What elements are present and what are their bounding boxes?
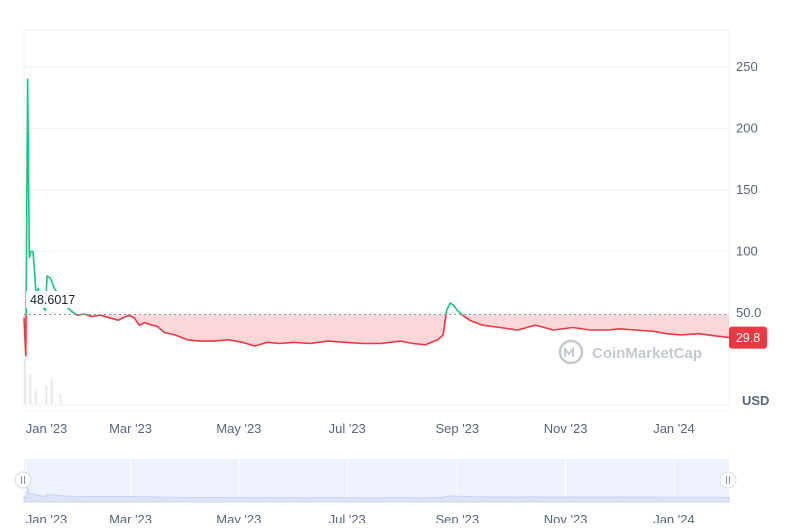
navigator-x-tick-label: Jul '23 [329,512,366,523]
watermark-text: CoinMarketCap [592,345,702,362]
y-tick-label: 250 [736,59,758,74]
price-line-above-baseline [25,78,464,315]
navigator-right-handle[interactable] [719,471,737,489]
x-tick-label: Mar '23 [109,421,152,436]
navigator-x-tick-label: Jan '23 [26,512,68,523]
gridlines [24,66,729,412]
x-tick-label: Jan '24 [653,421,695,436]
x-tick-label: Jul '23 [329,421,366,436]
navigator-x-labels: Jan '23 Mar '23 May '23 Jul '23 Sep '23 Nov '… [26,512,695,527]
y-tick-label: 200 [736,120,758,135]
current-price-badge: 29.8 [729,326,767,349]
navigator-gridlines [25,459,675,502]
coinmarketcap-logo-mark [564,346,574,357]
x-tick-label: Jan '23 [26,421,68,436]
volume-bar [59,394,62,404]
range-navigator[interactable]: Jan '23 Mar '23 May '23 Jul '23 Sep '23 Nov '… [14,459,737,527]
baseline-value: 48.6017 [30,293,75,307]
y-tick-label: 100 [736,243,758,258]
navigator-x-tick-label: May '23 [216,512,261,523]
price-line[interactable] [23,78,730,357]
x-tick-label: Nov '23 [544,421,588,436]
volume-bars [24,359,62,404]
below-baseline-area [24,314,729,356]
y-tick-label: 50.0 [736,305,761,320]
volume-bar [29,374,32,404]
below-baseline-fill [24,314,729,356]
volume-bar [34,389,37,404]
coinmarketcap-logo-icon [558,339,584,365]
navigator-x-tick-label: Nov '23 [544,512,588,523]
navigator-x-tick-label: Sep '23 [435,512,479,523]
y-axis-labels: 50.0 100 150 200 250 [736,59,761,320]
volume-bar [24,359,26,404]
price-line-below-baseline [23,314,730,357]
x-tick-label: May '23 [216,421,261,436]
watermark: CoinMarketCap [558,339,702,365]
navigator-left-handle[interactable] [14,471,32,489]
volume-bar [45,386,48,404]
volume-bar [50,379,53,404]
currency-label: USD [742,393,769,408]
navigator-x-tick-label: Jan '24 [653,512,695,523]
y-tick-label: 150 [736,182,758,197]
plot-area-frame [23,29,730,406]
navigator-series [23,485,730,503]
navigator-selection[interactable] [24,459,729,502]
baseline-label: 48.6017 [26,291,80,308]
x-axis-labels: Jan '23 Mar '23 May '23 Jul '23 Sep '23 Nov '… [26,421,695,436]
x-tick-label: Sep '23 [435,421,479,436]
current-price-value: 29.8 [736,331,760,345]
navigator-x-tick-label: Mar '23 [109,512,152,523]
